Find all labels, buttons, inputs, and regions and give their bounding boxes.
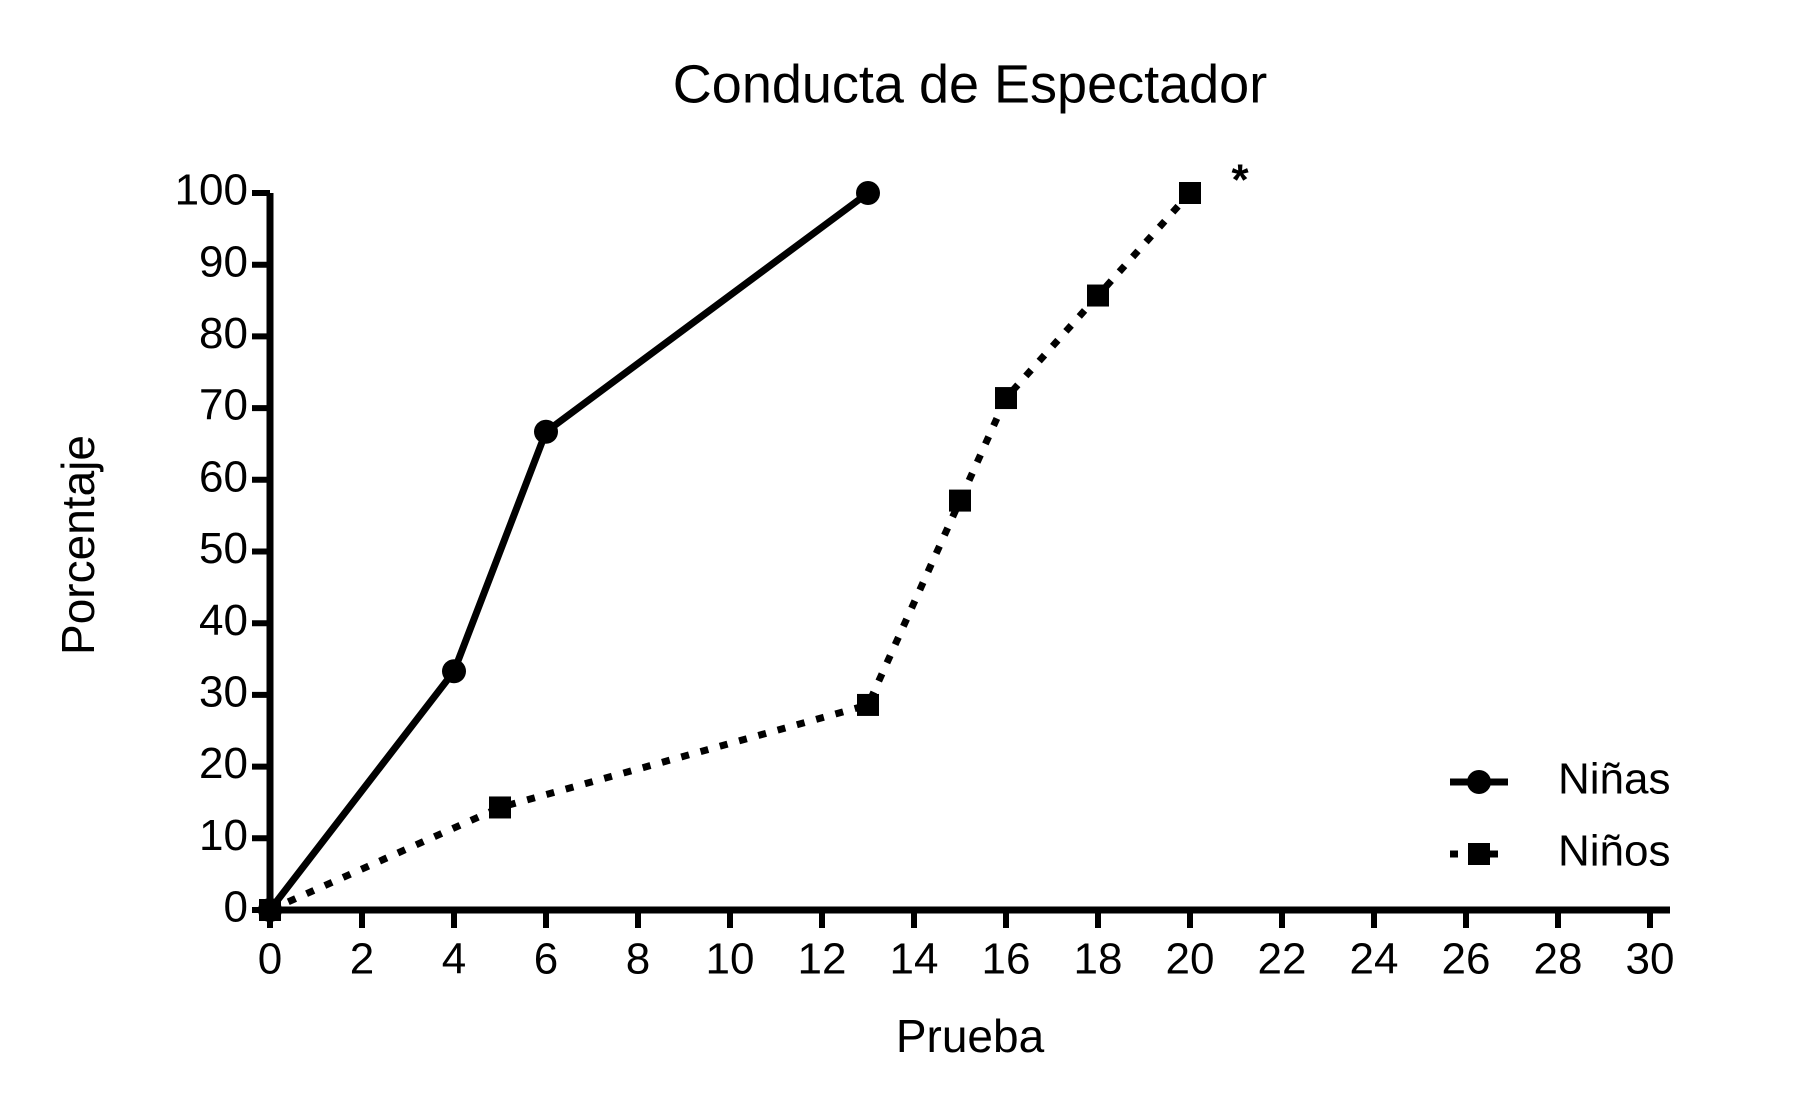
data-point bbox=[534, 419, 558, 444]
x-tick-label: 20 bbox=[1166, 935, 1215, 984]
data-point bbox=[857, 693, 879, 716]
data-point bbox=[856, 181, 880, 205]
x-tick-label: 12 bbox=[798, 935, 847, 984]
series-line bbox=[267, 190, 871, 913]
x-axis-label: Prueba bbox=[896, 1010, 1045, 1062]
x-tick-label: 6 bbox=[534, 935, 558, 984]
legend-marker bbox=[1468, 843, 1490, 865]
x-tick-label: 4 bbox=[442, 935, 466, 984]
x-tick-label: 0 bbox=[258, 935, 282, 984]
data-point bbox=[489, 796, 511, 819]
data-point bbox=[442, 659, 466, 684]
chart-title: Conducta de Espectador bbox=[673, 54, 1267, 114]
x-tick-label: 28 bbox=[1534, 935, 1583, 984]
y-tick-label: 60 bbox=[199, 452, 248, 501]
x-tick-label: 16 bbox=[982, 935, 1031, 984]
y-axis-label: Porcentaje bbox=[52, 435, 104, 655]
x-tick-label: 2 bbox=[350, 935, 374, 984]
y-tick-label: 0 bbox=[224, 883, 248, 932]
data-point bbox=[1179, 182, 1201, 204]
x-tick-label: 26 bbox=[1442, 935, 1491, 984]
y-tick-label: 50 bbox=[199, 524, 248, 573]
x-tick-label: 24 bbox=[1350, 935, 1399, 984]
x-tick-label: 14 bbox=[890, 935, 939, 984]
data-point bbox=[995, 387, 1017, 410]
series-line bbox=[268, 190, 1193, 914]
legend-label: Niños bbox=[1558, 827, 1671, 876]
y-tick-label: 70 bbox=[199, 381, 248, 430]
legend-marker bbox=[1467, 770, 1491, 794]
y-tick-label: 40 bbox=[199, 596, 248, 645]
data-point bbox=[259, 899, 281, 921]
y-tick-label: 100 bbox=[175, 166, 248, 215]
x-tick-label: 18 bbox=[1074, 935, 1123, 984]
y-tick-label: 90 bbox=[199, 237, 248, 286]
legend-label: Niñas bbox=[1558, 755, 1671, 804]
x-tick-label: 10 bbox=[706, 935, 755, 984]
y-tick-label: 10 bbox=[199, 811, 248, 860]
x-tick-label: 30 bbox=[1626, 935, 1675, 984]
data-point bbox=[1087, 284, 1109, 307]
y-tick-label: 30 bbox=[199, 668, 248, 717]
data-point bbox=[949, 489, 971, 512]
annotation: * bbox=[1231, 156, 1249, 205]
x-tick-label: 8 bbox=[626, 935, 650, 984]
y-tick-label: 80 bbox=[199, 309, 248, 358]
y-tick-label: 20 bbox=[199, 739, 248, 788]
x-tick-label: 22 bbox=[1258, 935, 1307, 984]
